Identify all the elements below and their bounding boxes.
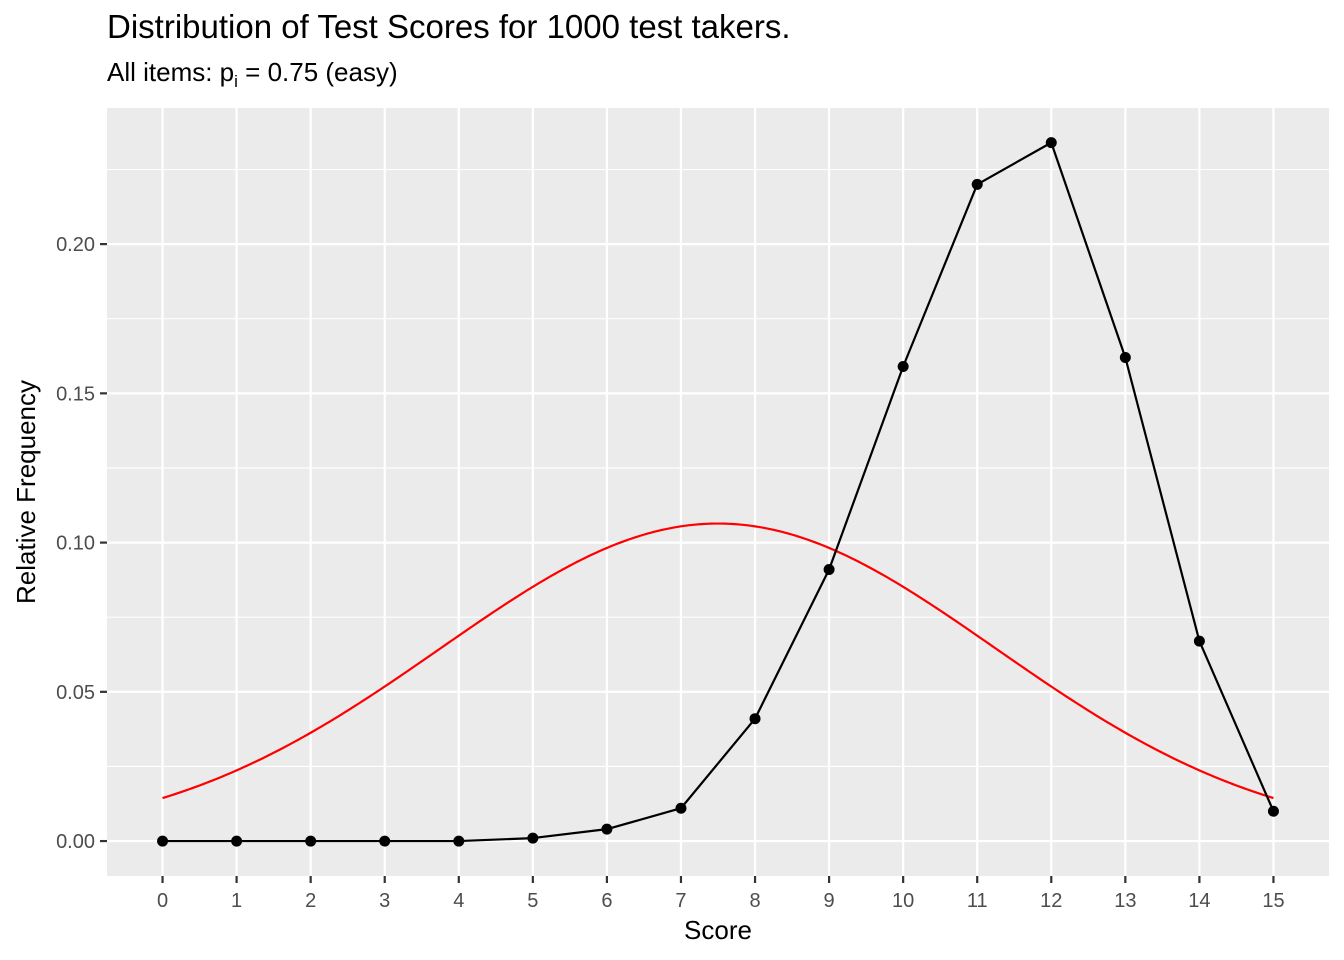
data-point-7: [675, 802, 687, 814]
x-tick-label: 12: [1040, 890, 1062, 912]
frequency-line-layer: [162, 141, 1275, 843]
chart-subtitle: All items: pi = 0.75 (easy): [107, 57, 398, 91]
x-tick-label: 2: [305, 890, 316, 912]
y-tick-label: 0.05: [56, 682, 95, 704]
data-point-5: [527, 832, 539, 844]
y-axis: 0.00 0.05 0.10 0.15 0.20: [56, 234, 107, 853]
x-tick-label: 10: [892, 890, 914, 912]
y-tick-label: 0.20: [56, 234, 95, 256]
x-tick-label: 0: [157, 890, 168, 912]
x-tick-label: 8: [749, 890, 760, 912]
x-tick-label: 3: [379, 890, 390, 912]
data-point-1: [231, 835, 243, 847]
data-point-13: [1119, 352, 1131, 364]
x-tick-label: 4: [453, 890, 464, 912]
data-point-15: [1267, 805, 1279, 817]
data-point-8: [749, 713, 761, 725]
data-point-14: [1193, 635, 1205, 647]
x-tick-label: 11: [967, 890, 988, 912]
y-tick-label: 0.15: [56, 383, 95, 405]
x-tick-label: 5: [527, 890, 538, 912]
data-point-9: [823, 563, 835, 575]
data-point-10: [897, 360, 909, 372]
x-tick-label: 13: [1114, 890, 1136, 912]
frequency-line: [162, 141, 1275, 843]
y-axis-title: Relative Frequency: [11, 380, 41, 604]
x-tick-label: 14: [1188, 890, 1210, 912]
x-tick-label: 1: [231, 890, 242, 912]
x-axis: 0 1 2 3 4 5 6 7 8 9 10 11 12 13 14 15: [157, 876, 1285, 912]
x-tick-label: 6: [601, 890, 612, 912]
x-tick-label: 15: [1262, 890, 1284, 912]
data-point-12: [1045, 137, 1057, 149]
x-axis-title: Score: [684, 915, 752, 945]
y-tick-label: 0.00: [56, 831, 95, 853]
subtitle-prefix: All items: p: [107, 57, 235, 87]
data-point-0: [157, 835, 169, 847]
subtitle-suffix: = 0.75 (easy): [237, 57, 398, 87]
data-point-2: [305, 835, 317, 847]
x-tick-label: 9: [824, 890, 835, 912]
chart-title: Distribution of Test Scores for 1000 tes…: [107, 8, 791, 45]
normal-curve-layer: [162, 522, 1274, 800]
data-point-11: [971, 178, 983, 190]
normal-curve-line: [162, 522, 1274, 800]
data-point-3: [379, 835, 391, 847]
data-point-6: [601, 823, 613, 835]
y-tick-label: 0.10: [56, 533, 95, 555]
plot-panel: [107, 108, 1329, 876]
x-tick-label: 7: [675, 890, 686, 912]
subtitle-subscript: i: [234, 72, 238, 91]
major-gridlines: [107, 108, 1329, 876]
data-point-4: [453, 835, 465, 847]
frequency-points-layer: [157, 137, 1279, 847]
